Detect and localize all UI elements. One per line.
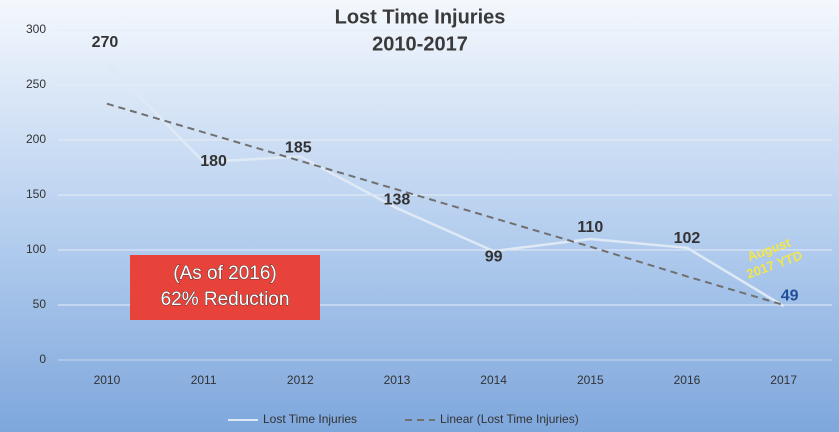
y-tick-label: 250 [26,77,46,91]
x-tick-label: 2014 [480,373,507,387]
legend-label: Linear (Lost Time Injuries) [440,412,579,426]
x-tick-label: 2016 [674,373,701,387]
chart-title: Lost Time Injuries [335,6,506,28]
y-tick-label: 50 [33,297,47,311]
data-label: 138 [384,191,411,208]
data-label: 180 [200,153,227,170]
x-tick-label: 2013 [384,373,411,387]
x-tick-label: 2010 [94,373,121,387]
data-label: 102 [674,230,701,247]
data-label: 49 [781,287,799,304]
chart-subtitle: 2010-2017 [372,33,468,55]
y-tick-label: 150 [26,187,46,201]
y-tick-label: 300 [26,22,46,36]
data-label: 99 [485,248,503,265]
x-tick-label: 2012 [287,373,314,387]
callout-text: 62% Reduction [161,289,290,310]
legend-label: Lost Time Injuries [263,412,357,426]
x-tick-label: 2017 [770,373,797,387]
trend-line [106,102,784,306]
y-tick-label: 100 [26,242,46,256]
y-tick-label: 200 [26,132,46,146]
data-label: 270 [92,34,119,51]
callout-box [130,255,320,320]
data-label: 185 [285,140,312,157]
data-label: 110 [577,219,603,236]
x-tick-label: 2011 [191,373,217,387]
x-tick-label: 2015 [577,373,604,387]
callout-text: (As of 2016) [173,263,277,284]
y-tick-label: 0 [39,352,46,366]
series-line [106,62,785,308]
